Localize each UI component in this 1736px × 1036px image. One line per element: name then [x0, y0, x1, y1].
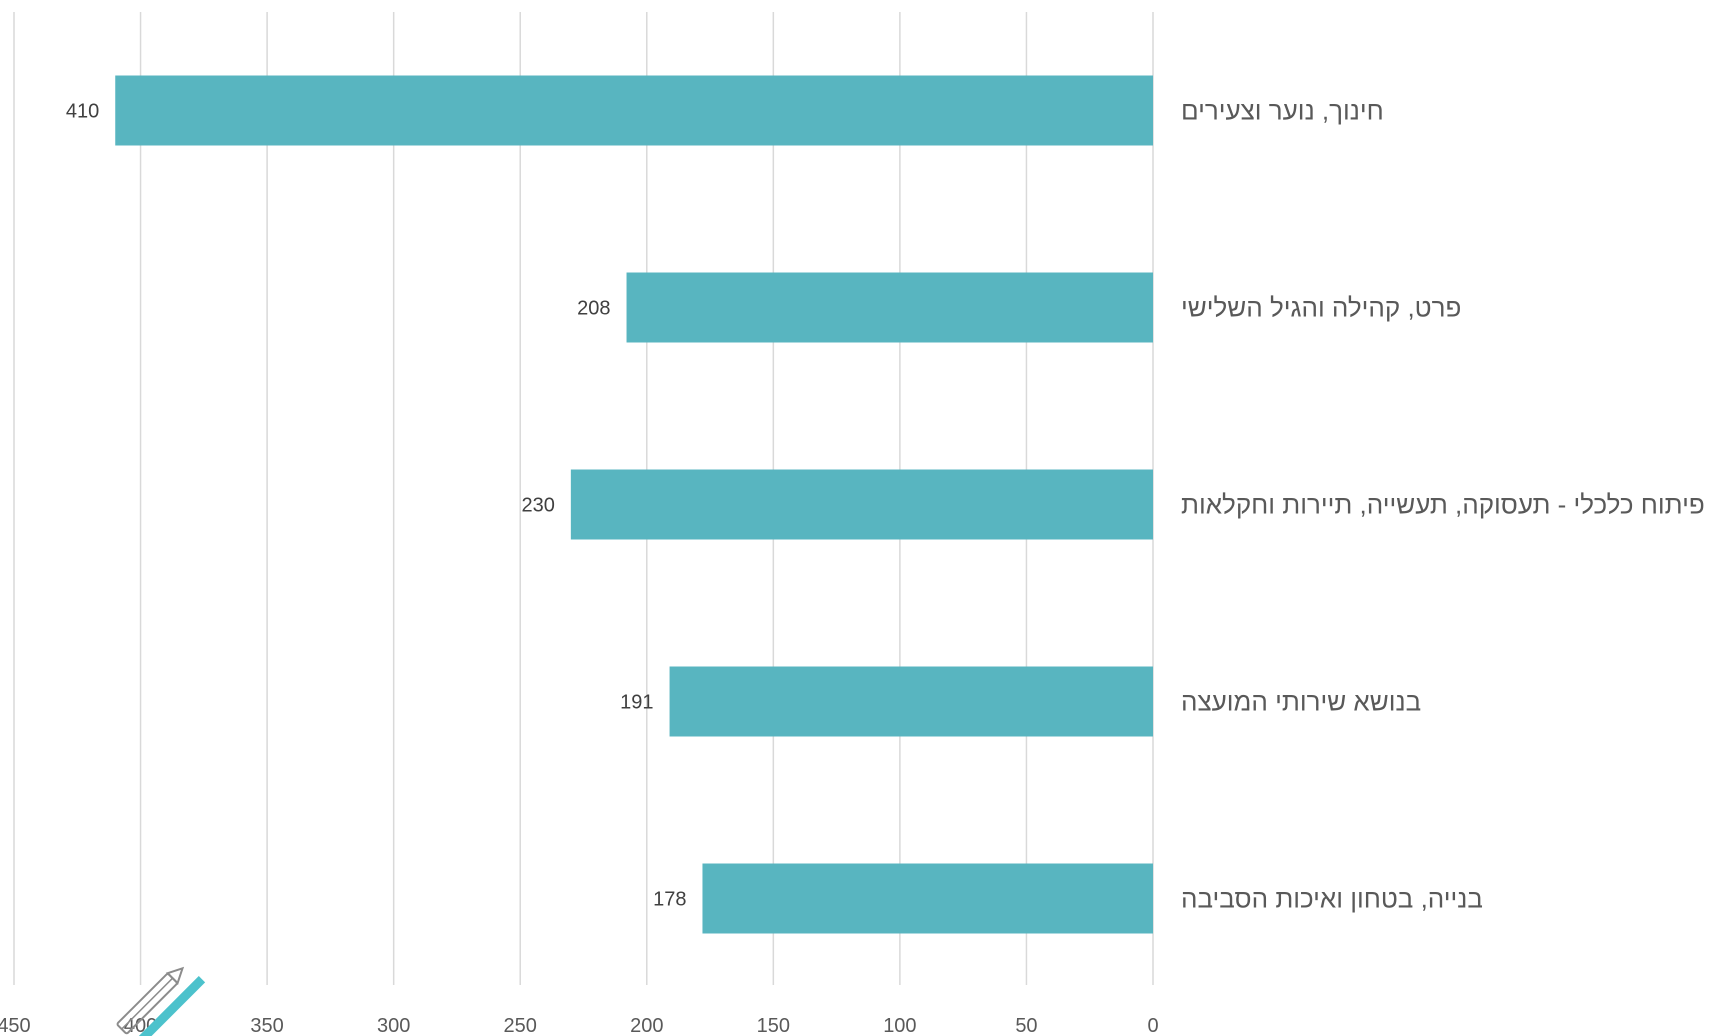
pen-and-pencil-icon: [116, 966, 206, 1036]
data-label: 178: [653, 889, 686, 911]
x-tick-label: 450: [0, 1015, 31, 1036]
bar: [115, 75, 1154, 146]
bar: [702, 863, 1153, 934]
category-label: בנושא שירותי המועצה: [1181, 687, 1421, 717]
x-tick-label: 150: [757, 1015, 790, 1036]
x-tick-label: 250: [504, 1015, 537, 1036]
data-label: 208: [577, 298, 610, 320]
data-label: 410: [66, 101, 99, 123]
x-tick-label: 50: [1015, 1015, 1037, 1036]
bar: [669, 666, 1153, 737]
x-tick-label: 300: [377, 1015, 410, 1036]
bar: [626, 272, 1153, 343]
bar: [570, 469, 1153, 540]
x-tick-label: 350: [250, 1015, 283, 1036]
category-label: פיתוח כלכלי - תעסוקה, תעשייה, תיירות וחק…: [1181, 490, 1705, 520]
category-label: פרט, קהילה והגיל השלישי: [1181, 293, 1461, 323]
data-label: 230: [521, 495, 554, 517]
data-labels: 410 208 230 191 178: [66, 101, 687, 911]
x-tick-label: 200: [630, 1015, 663, 1036]
category-label: חינוך, נוער וצעירים: [1181, 96, 1384, 126]
x-tick-label: 100: [883, 1015, 916, 1036]
bars: [115, 75, 1154, 934]
category-label: בנייה, בטחון ואיכות הסביבה: [1181, 884, 1483, 914]
x-tick-label: 0: [1147, 1015, 1158, 1036]
data-label: 191: [620, 692, 653, 714]
category-labels: חינוך, נוער וצעירים פרט, קהילה והגיל השלי…: [1181, 96, 1705, 914]
